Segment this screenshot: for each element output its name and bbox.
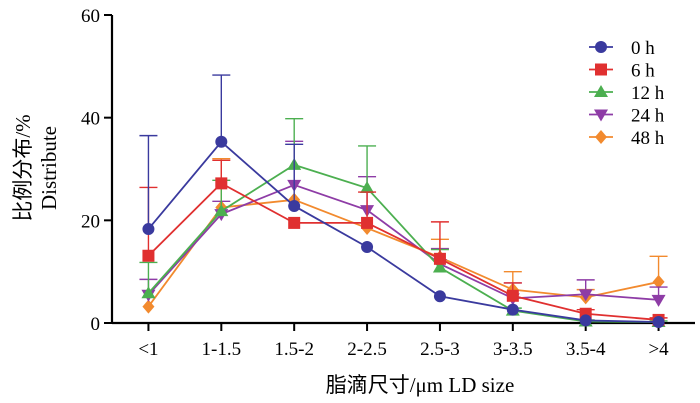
series-0-h [139, 74, 665, 328]
x-axis-title: 脂滴尺寸/μm LD size [326, 373, 515, 397]
data-point [288, 216, 301, 229]
legend-marker [595, 41, 607, 53]
y-tick-label: 40 [81, 109, 100, 130]
legend-label: 48 h [631, 128, 665, 149]
x-tick-label: 2.5-3 [420, 339, 460, 360]
y-axis-title-english: Distribute [37, 126, 61, 210]
y-tick-label: 0 [91, 314, 101, 335]
data-point [215, 135, 228, 148]
data-point [652, 315, 665, 328]
x-tick-label: 3-3.5 [493, 339, 533, 360]
data-point [288, 199, 301, 212]
data-point [142, 223, 155, 236]
legend-label: 6 h [631, 61, 655, 82]
data-point [361, 216, 374, 229]
x-tick-label: 1-1.5 [202, 339, 242, 360]
data-point [361, 241, 374, 254]
legend-entry: 12 h [589, 83, 665, 104]
x-tick-label: 1.5-2 [274, 339, 314, 360]
data-point [433, 252, 446, 265]
data-point [578, 289, 593, 302]
data-point [141, 286, 156, 299]
data-point [360, 180, 375, 193]
data-point [652, 274, 665, 289]
y-tick-label: 60 [81, 6, 100, 27]
legend-marker [594, 109, 608, 122]
data-point [214, 204, 229, 217]
data-point [506, 303, 519, 316]
legend-entry: 6 h [589, 61, 655, 82]
legend-entry: 0 h [589, 38, 655, 59]
series-6-h [139, 159, 668, 326]
data-point [142, 299, 155, 314]
x-tick-label: <1 [138, 339, 158, 360]
x-tick-label: 3.5-4 [566, 339, 606, 360]
data-point [506, 289, 519, 302]
y-tick-label: 20 [81, 211, 100, 232]
data-point [432, 260, 447, 273]
legend-label: 12 h [631, 83, 665, 104]
data-point [579, 314, 592, 327]
data-point [142, 249, 155, 262]
data-point [433, 290, 446, 303]
legend-label: 0 h [631, 38, 655, 59]
legend: 0 h6 h12 h24 h48 h [589, 38, 665, 149]
legend-marker [595, 63, 607, 76]
plot-area: 0 20 40 60 <1 1-1.5 1.5-2 2-2.5 2.5-3 3-3.5 3.5-4 >… [81, 6, 695, 360]
series-line [147, 140, 659, 323]
legend-entry: 48 h [589, 128, 665, 149]
legend-marker [594, 85, 608, 97]
series-24-h [139, 140, 668, 307]
series-line [147, 182, 659, 321]
data-point [215, 177, 228, 190]
x-tick-label: >4 [648, 339, 669, 360]
series-line [147, 183, 659, 301]
data-point [651, 294, 666, 307]
legend-label: 24 h [631, 106, 665, 127]
series-line [147, 198, 659, 308]
series-line [147, 163, 659, 323]
y-axis-title-chinese: 比例分布/% [11, 114, 35, 221]
legend-entry: 24 h [589, 106, 665, 127]
x-tick-label: 2-2.5 [347, 339, 387, 360]
legend-marker [595, 130, 607, 144]
